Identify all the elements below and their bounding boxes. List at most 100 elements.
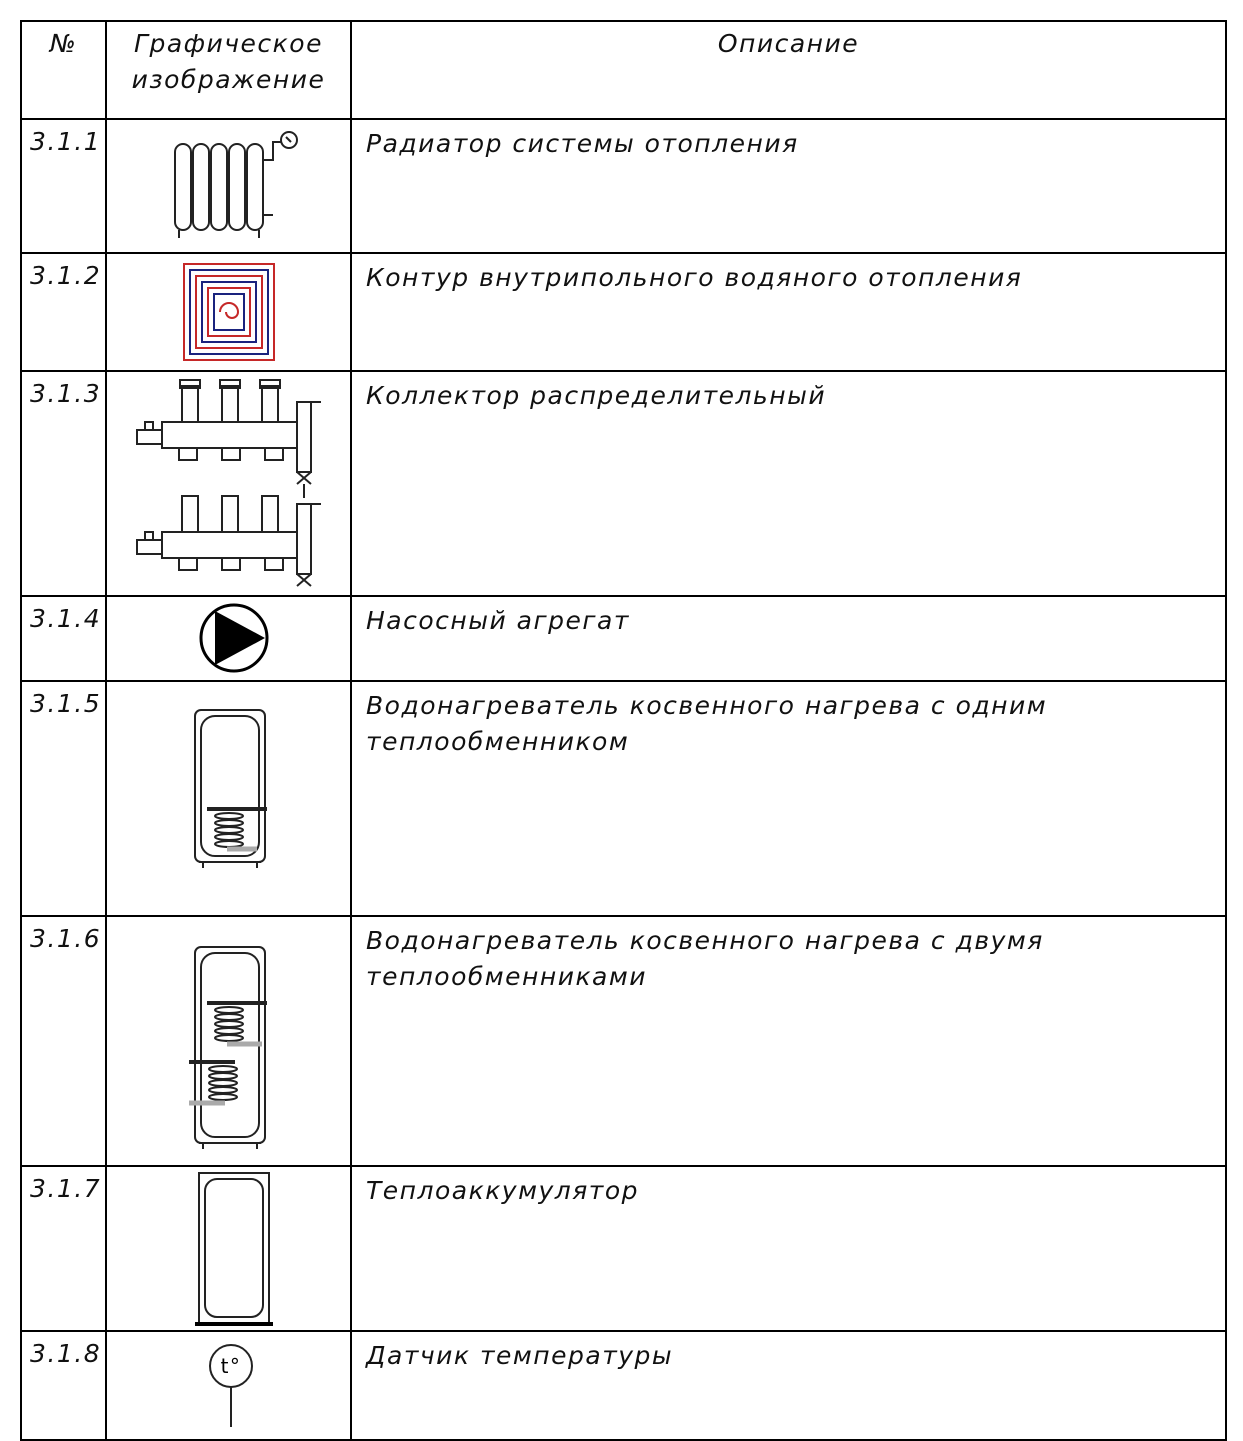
icon-rect xyxy=(181,385,199,423)
icon-g xyxy=(183,263,275,361)
icon-rect xyxy=(192,143,210,231)
icon-rect xyxy=(296,503,312,575)
radiator-icon xyxy=(174,131,298,238)
sensor-label: t° xyxy=(221,1354,242,1378)
icon-ellipse xyxy=(214,1013,244,1021)
icon-path xyxy=(296,401,321,498)
icon-g xyxy=(214,812,244,848)
icon-rect xyxy=(259,379,281,389)
icon-rect xyxy=(207,287,251,337)
row-description: Датчик температуры xyxy=(350,1330,1227,1441)
header-graphic: Графическое изображение xyxy=(105,20,352,120)
row-graphic xyxy=(105,370,352,597)
icon-rect xyxy=(221,385,239,423)
row-number: 3.1.6 xyxy=(20,915,107,1167)
icon-rect xyxy=(144,421,154,431)
icon-ellipse xyxy=(214,1034,244,1042)
icon-rect xyxy=(213,293,245,331)
icon-rect xyxy=(178,557,198,571)
icon-path xyxy=(296,503,321,587)
row-description: Контур внутрипольного водяного отопления xyxy=(350,252,1227,372)
header-description: Описание xyxy=(350,20,1227,120)
icon-rect xyxy=(264,557,284,571)
row-graphic xyxy=(105,915,352,1167)
collector-icon xyxy=(136,379,321,587)
icon-rect xyxy=(210,143,228,231)
water-heater-icon xyxy=(194,709,267,868)
row-graphic xyxy=(105,595,352,682)
icon-ellipse xyxy=(214,819,244,827)
row: 3.1.1 Радиатор системы отопления xyxy=(20,118,1227,254)
icon-rect xyxy=(264,447,284,461)
icon-ellipse xyxy=(214,1027,244,1035)
icon-rect xyxy=(161,531,298,559)
row-number: 3.1.2 xyxy=(20,252,107,372)
row-graphic xyxy=(105,118,352,254)
icon-rect xyxy=(178,447,198,461)
row-graphic: t° xyxy=(105,1330,352,1441)
icon-rect xyxy=(228,143,246,231)
row-description: Насосный агрегат xyxy=(350,595,1227,682)
icon-ellipse xyxy=(208,1093,238,1101)
icon-path xyxy=(285,136,292,143)
icon-rect xyxy=(161,421,298,449)
header-number: № xyxy=(20,20,107,120)
icon-rect xyxy=(246,143,264,231)
icon-path xyxy=(178,141,281,238)
row-description: Теплоаккумулятор xyxy=(350,1165,1227,1332)
icon-rect xyxy=(179,379,201,389)
row: 3.1.7 Теплоаккумулятор xyxy=(20,1165,1227,1332)
icon-path xyxy=(199,861,261,868)
icon-path xyxy=(219,302,240,319)
icon-rect xyxy=(198,1172,270,1324)
row-graphic xyxy=(105,1165,352,1332)
icon-g xyxy=(208,1065,238,1101)
header-row: № Графическое изображение Описание xyxy=(20,20,1227,120)
icon-rect xyxy=(144,531,154,541)
row-number: 3.1.1 xyxy=(20,118,107,254)
icon-ellipse xyxy=(208,1065,238,1073)
icon-ellipse xyxy=(214,1006,244,1014)
pump-icon xyxy=(199,603,269,673)
row-description: Водонагреватель косвенного нагрева с дву… xyxy=(350,915,1227,1167)
heat-accumulator-icon xyxy=(195,1172,273,1326)
icon-ellipse xyxy=(214,833,244,841)
icon-ellipse xyxy=(214,826,244,834)
icon-ellipse xyxy=(208,1086,238,1094)
icon-rect xyxy=(219,379,241,389)
row-number: 3.1.3 xyxy=(20,370,107,597)
icon-tbody: № Графическое изображение Описание 3.1.1… xyxy=(20,20,1227,1441)
icon-rect xyxy=(189,269,269,355)
row-description: Водонагреватель косвенного нагрева с одн… xyxy=(350,680,1227,917)
icon-rect xyxy=(296,401,312,473)
icon-ellipse xyxy=(214,812,244,820)
row-number: 3.1.8 xyxy=(20,1330,107,1441)
icon-rect xyxy=(204,1178,264,1318)
row: 3.1.4 Насосный агрегат xyxy=(20,595,1227,682)
icon-circle xyxy=(280,131,298,149)
icon-g xyxy=(136,379,321,587)
row: 3.1.6 Водонагреватель косвенного нагрева… xyxy=(20,915,1227,1167)
icon-path xyxy=(199,1142,261,1149)
icon-rect xyxy=(174,143,192,231)
row-number: 3.1.4 xyxy=(20,595,107,682)
icon-ellipse xyxy=(214,840,244,848)
icon-ellipse xyxy=(208,1072,238,1080)
icon-rect xyxy=(200,715,260,857)
icon-rect xyxy=(261,495,279,533)
water-heater-two-coils-icon xyxy=(189,946,267,1149)
row-number: 3.1.7 xyxy=(20,1165,107,1332)
icon-g xyxy=(214,1006,244,1042)
icon-rect xyxy=(136,539,163,555)
row: 3.1.5 Водонагреватель косвенного нагрева… xyxy=(20,680,1227,917)
row-graphic xyxy=(105,680,352,917)
icon-rect xyxy=(195,275,263,349)
icon-ellipse xyxy=(214,1020,244,1028)
row: 3.1.3 Коллектор распределительный xyxy=(20,370,1227,597)
row-description: Коллектор распределительный xyxy=(350,370,1227,597)
icon-rect xyxy=(221,447,241,461)
icon-rect xyxy=(201,281,257,343)
row-number: 3.1.5 xyxy=(20,680,107,917)
row: 3.1.8 t° Датчик температуры xyxy=(20,1330,1227,1441)
